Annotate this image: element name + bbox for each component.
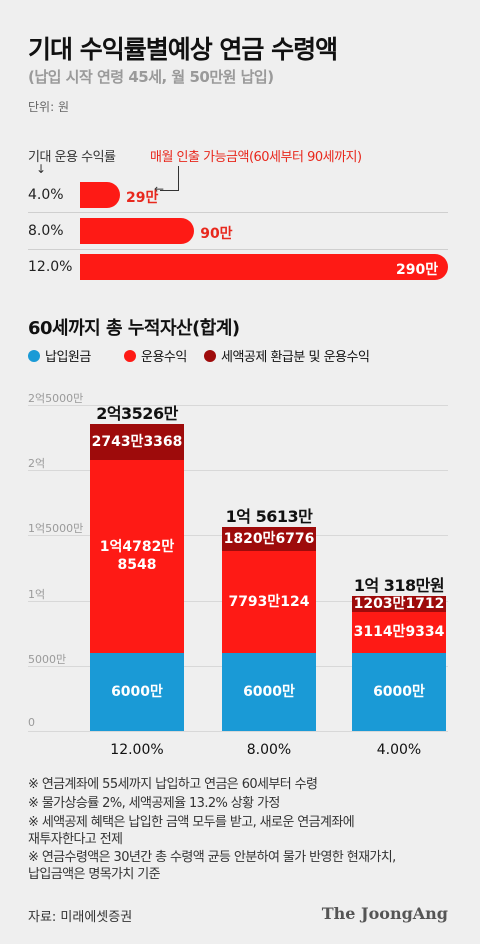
legend-swatch (28, 350, 40, 362)
segment-label: 1820만6776 (223, 531, 315, 548)
segment-label: 3114만9334 (353, 624, 445, 641)
segment-label: 6000만 (243, 683, 295, 700)
x-tick-label: 8.00% (246, 742, 292, 758)
footnote: ※ 연금계좌에 55세까지 납입하고 연금은 60세부터 수령 (28, 777, 318, 792)
note-connector (160, 190, 179, 191)
y-tick-label: 2억5000만 (28, 392, 84, 405)
x-tick-label: 4.00% (376, 742, 422, 758)
y-tick-label: 1억 (28, 587, 46, 601)
source-label: 자료: 미래에셋증권 (28, 910, 133, 925)
segment-label: 6000만 (111, 683, 163, 700)
legend-item-tax: 세액공제 환급분 및 운용수익 (204, 346, 370, 365)
footnote: ※ 물가상승률 2%, 세액공제율 13.2% 상황 가정 (28, 796, 280, 811)
monthly-note: 매월 인출 가능금액(60세부터 90세까지) (150, 150, 362, 165)
monthly-bar (80, 182, 120, 208)
rate-label: 12.0% (28, 259, 73, 275)
legend-item-return: 운용수익 (124, 346, 187, 365)
divider (28, 249, 448, 250)
monthly-bar (80, 218, 195, 244)
monthly-value: 90만 (200, 226, 233, 242)
stack-segment: 6000만 (90, 652, 184, 731)
segment-label: 1203만1712 (353, 596, 445, 613)
stack-segment: 1203만1712 (352, 596, 446, 612)
segment-label: 2743만3368 (91, 434, 183, 451)
stack-segment: 3114만9334 (352, 612, 446, 653)
note-connector (178, 166, 179, 190)
monthly-bar (80, 254, 448, 280)
gridline (28, 731, 448, 732)
page-subtitle: (납입 시작 연령 45세, 월 50만원 납입) (28, 68, 274, 86)
footnote: ※ 세액공제 혜택은 납입한 금액 모두를 받고, 새로운 연금계좌에 재투자한… (28, 815, 355, 847)
stack-segment: 6000만 (222, 652, 316, 731)
stack-segment: 1억4782만 8548 (90, 459, 184, 653)
stack-segment: 6000만 (352, 652, 446, 731)
y-tick-label: 2억 (28, 457, 46, 471)
stack-segment: 7793만124 (222, 551, 316, 653)
x-tick-label: 12.00% (110, 742, 164, 758)
left-arrow-icon: ← (154, 182, 165, 196)
y-tick-label: 1억5000만 (28, 522, 84, 536)
down-arrow-icon: ↓ (36, 162, 47, 176)
unit-label: 단위: 원 (28, 100, 69, 114)
footnote: ※ 연금수령액은 30년간 총 수령액 균등 안분하여 물가 반영한 현재가치,… (28, 850, 396, 882)
bar-total-label: 1억 5613만 (225, 507, 313, 527)
bar-total-label: 1억 318만원 (353, 576, 445, 596)
gridline (28, 470, 448, 472)
legend-swatch (124, 350, 136, 362)
stack-segment: 2743만3368 (90, 424, 184, 460)
legend-swatch (204, 350, 216, 362)
legend-label: 운용수익 (141, 350, 187, 365)
y-tick-label: 0 (28, 716, 35, 729)
rate-label: 8.0% (28, 223, 64, 239)
monthly-value: 29만 (126, 190, 159, 206)
divider (28, 212, 448, 213)
legend-label: 세액공제 환급분 및 운용수익 (221, 350, 370, 365)
monthly-value: 290만 (396, 262, 439, 278)
segment-label: 1억4782만 8548 (99, 539, 175, 574)
gridline (28, 405, 448, 406)
publisher-logo: The JoongAng (321, 904, 448, 923)
segment-label: 6000만 (373, 683, 425, 700)
y-tick-label: 5000만 (28, 652, 67, 666)
page-title: 기대 수익률별예상 연금 수령액 (28, 35, 338, 64)
bar-total-label: 2억3526만 (96, 404, 178, 424)
rate-axis-label: 기대 운용 수익률 (28, 150, 116, 165)
legend-item-principal: 납입원금 (28, 346, 91, 365)
segment-label: 7793만124 (228, 593, 310, 610)
stack-segment: 1820만6776 (222, 527, 316, 552)
rate-label: 4.0% (28, 187, 64, 203)
legend-label: 납입원금 (45, 350, 91, 365)
chart-title: 60세까지 총 누적자산(합계) (28, 318, 240, 339)
